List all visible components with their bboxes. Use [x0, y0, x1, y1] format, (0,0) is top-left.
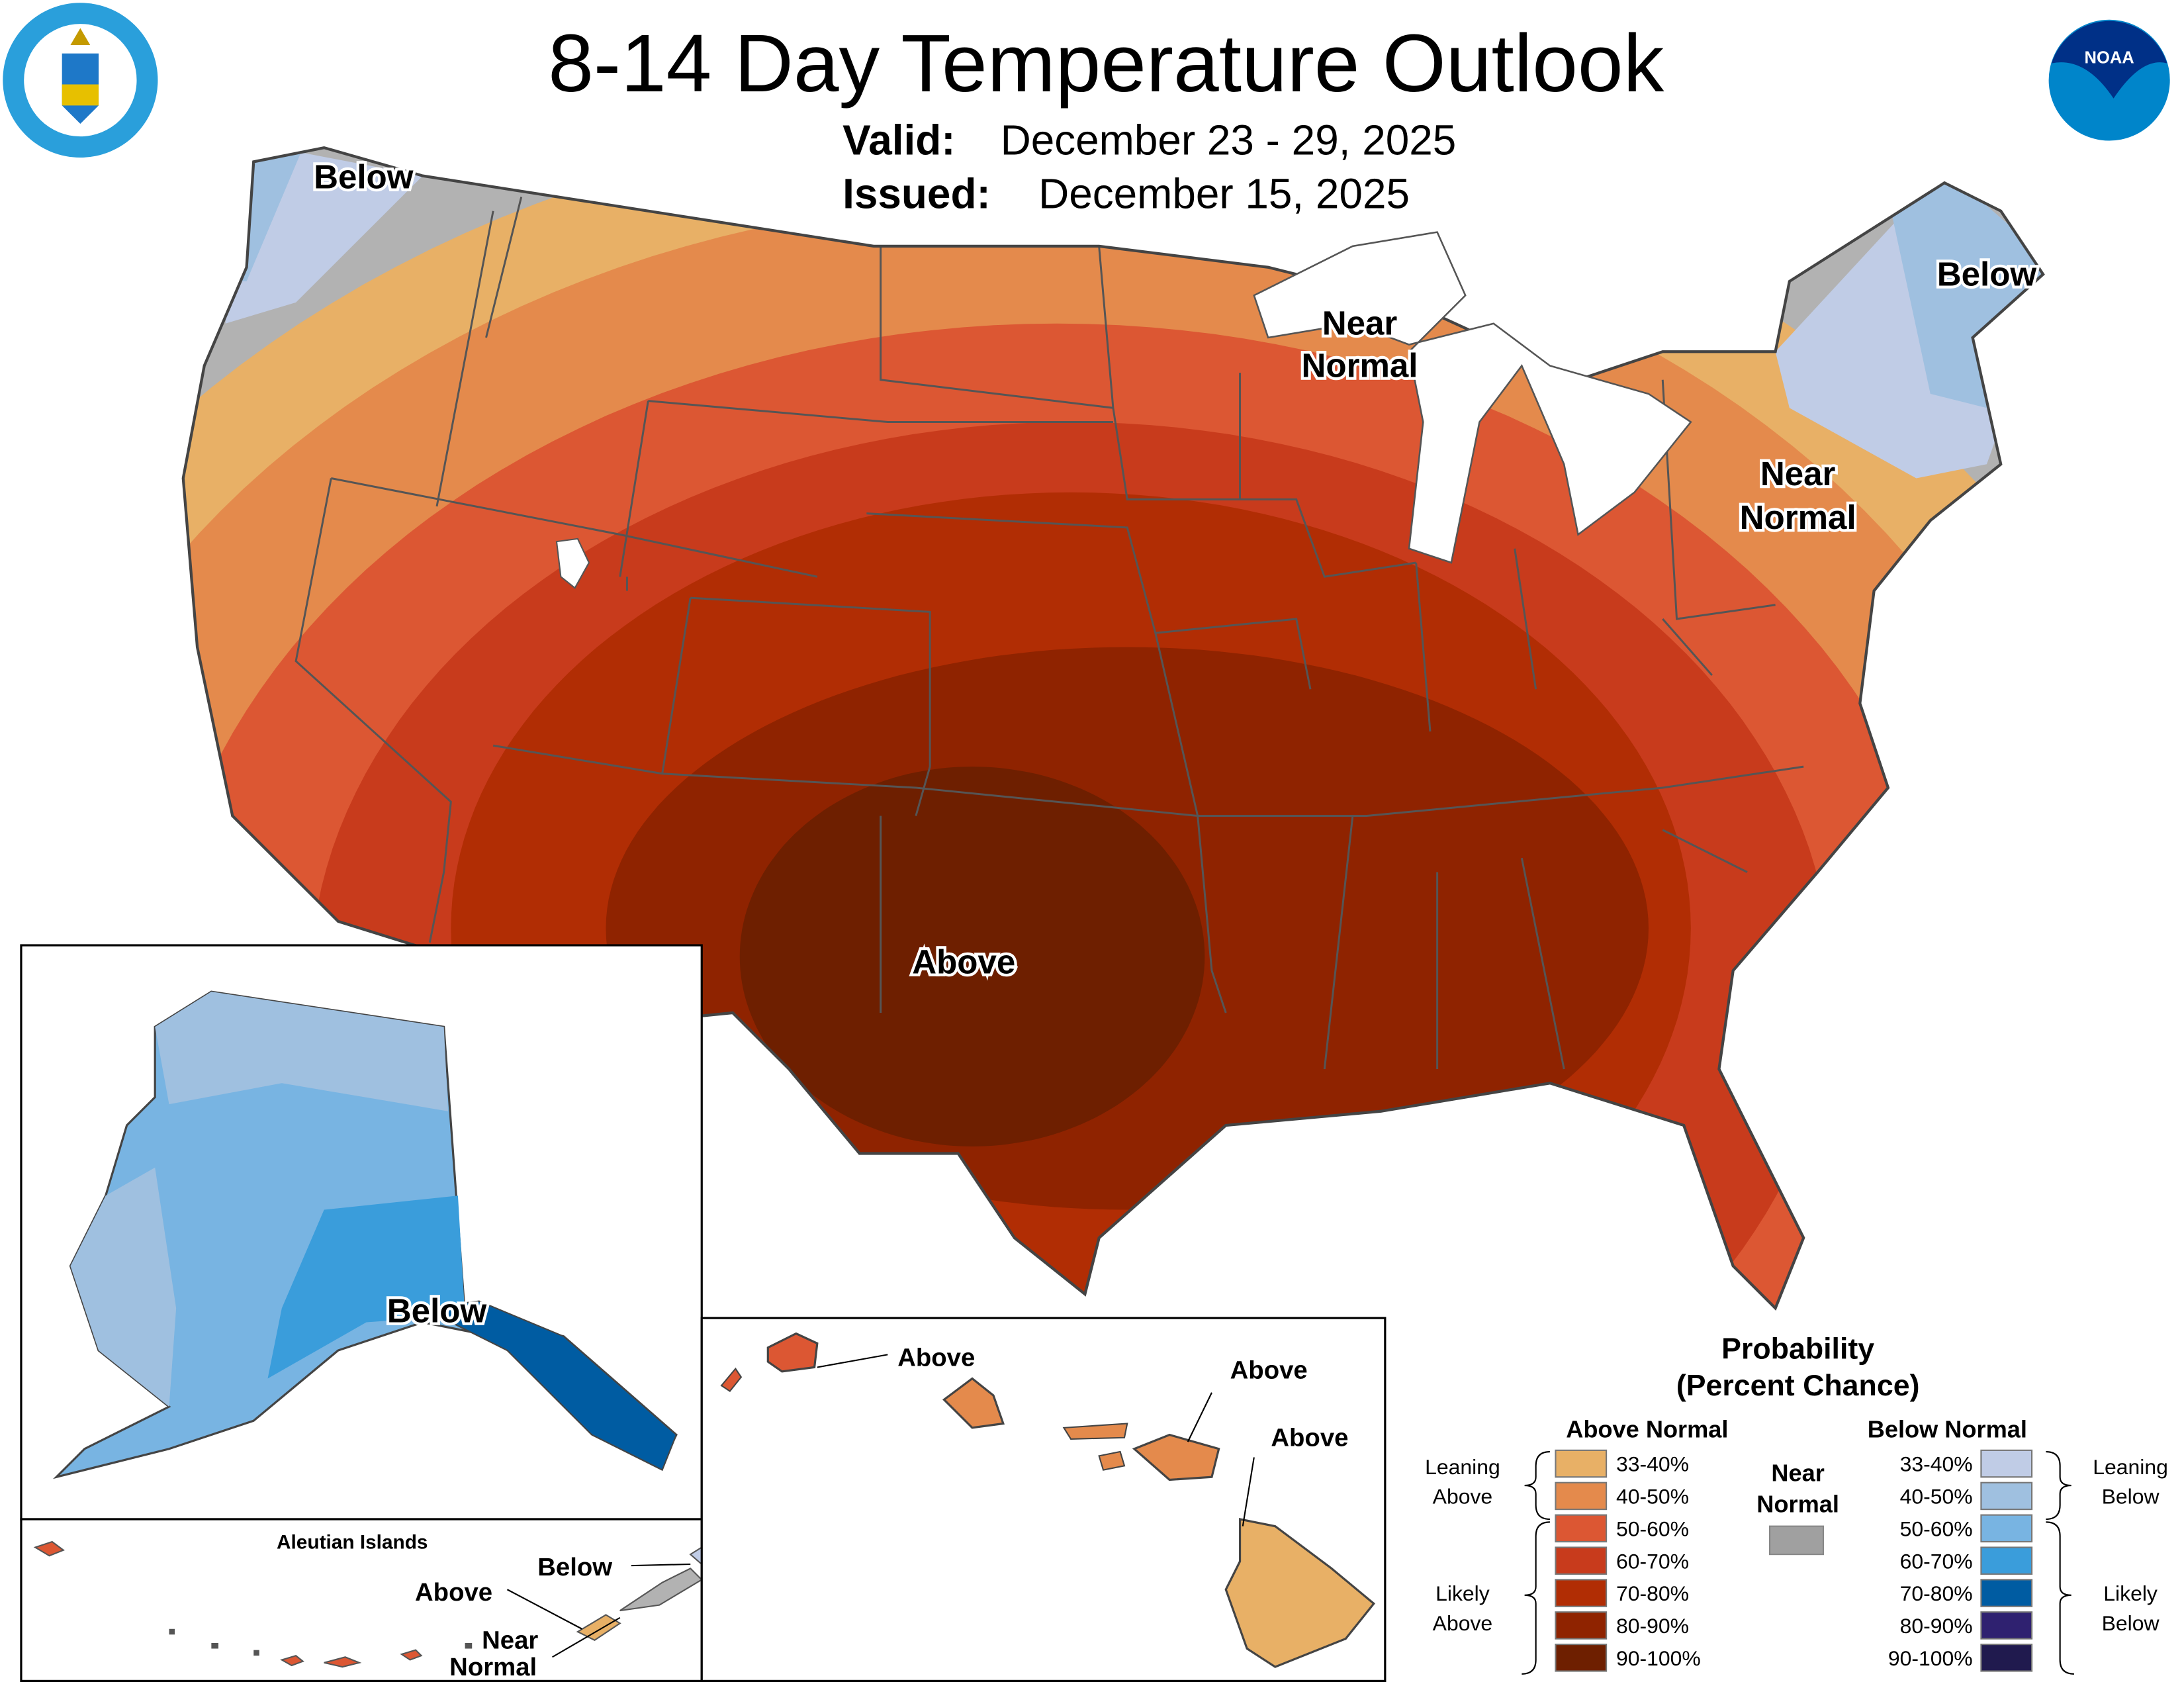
legend-label-above-5: 80-90% [1616, 1614, 1689, 1638]
label-aleutian-near-2: Normal [449, 1653, 537, 1681]
legend-swatch-below-0 [1980, 1449, 2033, 1478]
legend-title-2: (Percent Chance) [1676, 1370, 1920, 1402]
label-aleutian-above: Above [415, 1578, 492, 1607]
label-mid-atlantic-near-1: Near [1760, 455, 1836, 492]
legend-swatch-below-2 [1980, 1514, 2033, 1543]
legend-leaning-above-2: Above [1433, 1485, 1493, 1509]
label-aleutian-near-1: Near [482, 1626, 538, 1655]
legend-swatch-below-4 [1980, 1579, 2033, 1607]
legend-likely-below-1: Likely [2103, 1581, 2158, 1605]
label-hawaii-above-1: Above [897, 1343, 975, 1372]
legend-swatch-above-2 [1555, 1514, 1608, 1543]
legend-label-below-1: 40-50% [1900, 1485, 1973, 1509]
valid-value: December 23 - 29, 2025 [1001, 117, 1457, 164]
label-northwest-below: Below [314, 158, 414, 196]
label-northeast-below: Below [1937, 255, 2037, 293]
legend-leaning-below-2: Below [2102, 1485, 2160, 1509]
legend-label-below-0: 33-40% [1900, 1452, 1973, 1476]
legend-leaning-below-1: Leaning [2093, 1455, 2168, 1479]
alaska-inset: Below [20, 944, 703, 1521]
legend-swatch-near-normal [1769, 1525, 1825, 1556]
legend-swatch-above-6 [1555, 1644, 1608, 1672]
legend-swatch-below-5 [1980, 1611, 2033, 1640]
label-mid-atlantic-near-2: Normal [1740, 498, 1856, 536]
label-great-lakes-near-1: Near [1322, 305, 1398, 342]
legend-title-1: Probability [1721, 1333, 1874, 1366]
legend-swatch-below-6 [1980, 1644, 2033, 1672]
legend-label-above-0: 33-40% [1616, 1452, 1689, 1476]
legend-likely-above-2: Above [1433, 1611, 1493, 1635]
legend-above-header: Above Normal [1566, 1416, 1728, 1443]
aleutian-inset: Aleutian Islands Below Above Near Normal [20, 1518, 703, 1682]
legend-label-below-6: 90-100% [1888, 1646, 1973, 1670]
map-title: 8-14 Day Temperature Outlook [548, 18, 1664, 109]
legend-near-1: Near [1771, 1460, 1824, 1487]
label-hawaii-above-3: Above [1271, 1424, 1348, 1452]
label-hawaii-above-2: Above [1230, 1356, 1308, 1385]
legend-likely-above-1: Likely [1435, 1581, 1490, 1605]
legend-swatch-below-3 [1980, 1546, 2033, 1575]
issued-value: December 15, 2025 [1038, 170, 1410, 218]
legend-label-above-2: 50-60% [1616, 1517, 1689, 1541]
legend-label-below-4: 70-80% [1900, 1581, 1973, 1605]
legend-swatch-below-1 [1980, 1481, 2033, 1511]
hawaii-inset: Above Above Above [700, 1317, 1387, 1682]
department-of-commerce-seal-icon [3, 3, 158, 158]
legend-label-below-5: 80-90% [1900, 1614, 1973, 1638]
legend-label-below-3: 60-70% [1900, 1549, 1973, 1573]
legend-swatch-above-3 [1555, 1546, 1608, 1575]
label-south-central-above: Above [912, 943, 1015, 981]
legend: Probability (Percent Chance) Above Norma… [1425, 1333, 2168, 1675]
legend-label-above-1: 40-50% [1616, 1485, 1689, 1509]
legend-likely-below-2: Below [2102, 1611, 2160, 1635]
legend-label-above-6: 90-100% [1616, 1646, 1701, 1670]
legend-swatch-above-4 [1555, 1579, 1608, 1607]
label-alaska-below: Below [387, 1292, 487, 1330]
band-above-6 [739, 767, 1205, 1147]
label-great-lakes-near-2: Normal [1302, 347, 1418, 385]
legend-label-below-2: 50-60% [1900, 1517, 1973, 1541]
legend-swatch-above-0 [1555, 1449, 1608, 1478]
legend-near-2: Normal [1756, 1490, 1839, 1517]
valid-label: Valid: [842, 117, 955, 164]
noaa-logo-icon: NOAA [2048, 19, 2170, 141]
legend-leaning-above-1: Leaning [1425, 1455, 1500, 1479]
aleutian-title: Aleutian Islands [277, 1532, 428, 1554]
great-lakes [1253, 231, 1692, 564]
svg-text:NOAA: NOAA [2085, 49, 2134, 68]
legend-label-above-4: 70-80% [1616, 1581, 1689, 1605]
legend-label-above-3: 60-70% [1616, 1549, 1689, 1573]
label-aleutian-below: Below [537, 1553, 612, 1581]
issued-label: Issued: [842, 170, 991, 218]
legend-swatch-above-5 [1555, 1611, 1608, 1640]
legend-swatch-above-1 [1555, 1481, 1608, 1511]
legend-below-header: Below Normal [1868, 1416, 2027, 1443]
